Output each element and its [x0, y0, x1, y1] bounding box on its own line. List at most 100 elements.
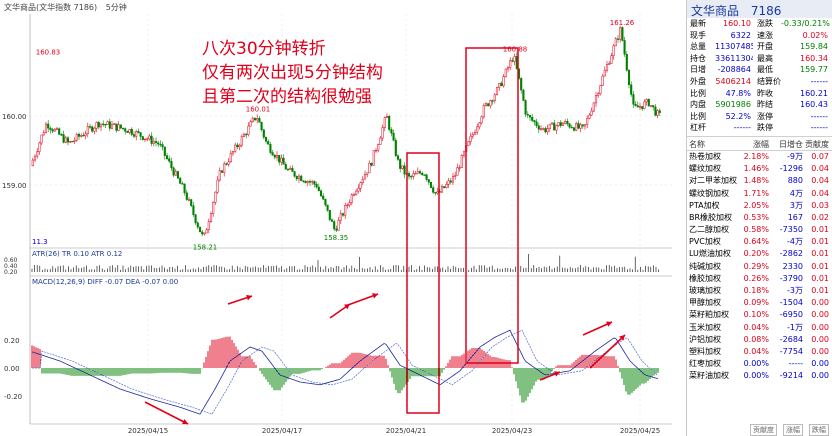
candle-body — [308, 181, 312, 183]
list-item[interactable]: 红枣加权 0.00% ----- 0.00 — [687, 358, 832, 370]
quote-value: 160.10 — [723, 19, 751, 28]
candle-body — [451, 176, 455, 183]
contrib-list-header: 名称 涨幅 日增仓 贡献度 — [687, 139, 832, 151]
quote-label: 比例 — [690, 88, 706, 98]
candle-body — [187, 199, 191, 201]
list-item[interactable]: 橡胶加权 0.26% -3790 0.01 — [687, 273, 832, 285]
candle-body — [146, 138, 149, 140]
candle-body — [649, 105, 653, 107]
quote-label: 结算价 — [757, 76, 781, 86]
list-item[interactable]: LU燃油加权 0.20% -2862 0.01 — [687, 248, 832, 260]
candle-body — [601, 75, 604, 86]
candle-body — [368, 162, 371, 174]
list-item[interactable]: 玉米加权 0.04% -1万 0.00 — [687, 322, 832, 334]
candle-body — [236, 144, 239, 148]
list-cell-name: 沪铝加权 — [689, 334, 721, 344]
arrow-head — [372, 293, 378, 299]
list-cell-contrib: 0.00 — [811, 371, 829, 381]
candle-body — [524, 100, 527, 115]
candle-body — [577, 123, 580, 129]
list-cell-name: 菜籽油加权 — [689, 371, 729, 381]
column-header[interactable]: 涨幅 — [753, 139, 769, 149]
list-cell-oi: 4万 — [789, 188, 803, 198]
quote-value: 47.8% — [725, 88, 751, 98]
list-item[interactable]: 塑料加权 0.04% -7754 0.00 — [687, 346, 832, 358]
candle-body — [484, 103, 488, 106]
quote-label: 杠杆 — [690, 123, 706, 133]
candle-body — [421, 172, 424, 176]
candle-body — [322, 195, 325, 200]
column-header[interactable]: 贡献度 — [805, 139, 829, 149]
column-header[interactable]: 日增仓 — [779, 139, 803, 149]
candle-body — [383, 117, 386, 128]
list-cell-name: BR橡胶加权 — [689, 212, 733, 222]
candle-body — [286, 169, 290, 171]
candle-body — [458, 167, 461, 169]
candle-body — [58, 128, 61, 135]
atr-series — [31, 253, 659, 272]
list-item[interactable]: 纯碱加权 0.29% 2330 0.01 — [687, 261, 832, 273]
list-item[interactable]: 玻璃加权 0.18% -3万 0.01 — [687, 285, 832, 297]
list-item[interactable]: 热卷加权 2.18% -9万 0.07 — [687, 151, 832, 163]
column-header[interactable]: 名称 — [689, 139, 705, 149]
candle-body — [132, 134, 136, 137]
list-cell-name: 玉米加权 — [689, 322, 721, 332]
panel-tab[interactable]: 涨幅 — [783, 424, 803, 436]
list-cell-oi: -2862 — [779, 249, 803, 259]
candle-body — [51, 129, 54, 132]
list-item[interactable]: 乙二醇加权 0.58% -7350 0.01 — [687, 224, 832, 236]
list-item[interactable]: 螺纹钢加权 1.71% 4万 0.04 — [687, 188, 832, 200]
candle-body — [95, 122, 98, 129]
list-item[interactable]: BR橡胶加权 0.53% 167 0.02 — [687, 212, 832, 224]
candle-body — [278, 154, 281, 163]
candle-body — [196, 222, 199, 228]
list-item[interactable]: PTA加权 2.05% 3万 0.03 — [687, 200, 832, 212]
candle-body — [117, 124, 120, 131]
annotation-arrow — [347, 293, 379, 306]
list-cell-name: 红枣加权 — [689, 359, 721, 369]
quote-label: 速涨 — [757, 30, 773, 40]
candle-body — [647, 99, 650, 107]
candle-body — [531, 116, 534, 121]
candle-body — [568, 123, 571, 128]
candle-body — [229, 152, 232, 163]
candle-body — [605, 64, 609, 71]
period-selector[interactable]: 5分钟 — [105, 3, 127, 12]
list-cell-name: 螺纹钢加权 — [689, 188, 729, 198]
atr-y-tick: 0.60 — [4, 257, 18, 264]
annotation-arrow — [589, 334, 626, 369]
list-cell-chg: 0.20% — [743, 249, 769, 259]
candle-body — [559, 122, 562, 126]
candle-body — [522, 89, 525, 101]
list-cell-chg: 1.48% — [743, 176, 769, 186]
list-cell-oi: 3万 — [789, 200, 803, 210]
list-item[interactable]: 甲醇加权 0.09% -1504 0.00 — [687, 297, 832, 309]
candle-body — [616, 38, 620, 40]
candle-body — [366, 172, 369, 175]
list-item[interactable]: 沪铝加权 0.08% -2684 0.00 — [687, 334, 832, 346]
candle-body — [69, 140, 72, 143]
list-cell-oi: -9万 — [787, 151, 803, 161]
list-item[interactable]: 螺纹加权 1.46% -1296 0.04 — [687, 163, 832, 175]
annotation-arrow — [144, 401, 189, 425]
list-item[interactable]: 菜籽油加权 0.00% -9214 0.00 — [687, 370, 832, 382]
candle-body — [319, 190, 323, 197]
quote-label: 开盘 — [757, 42, 773, 52]
list-cell-oi: 880 — [787, 176, 803, 186]
candle-body — [583, 124, 587, 127]
candle-body — [66, 137, 70, 143]
list-cell-chg: 0.00% — [743, 371, 769, 381]
panel-title: 文华商品 7186 — [687, 0, 832, 18]
panel-tab[interactable]: 贡献度 — [750, 424, 777, 436]
panel-tab[interactable]: 跌幅 — [809, 424, 829, 436]
diff-line — [31, 329, 659, 415]
candle-body — [493, 94, 496, 102]
candle-body — [401, 165, 404, 169]
candle-body — [627, 69, 631, 86]
list-cell-chg: 0.04% — [743, 322, 769, 332]
list-item[interactable]: 对二甲苯加权 1.48% 880 0.04 — [687, 175, 832, 187]
list-item[interactable]: 菜籽粕加权 0.10% -6950 0.00 — [687, 309, 832, 321]
list-item[interactable]: PVC加权 0.64% -4万 0.01 — [687, 236, 832, 248]
